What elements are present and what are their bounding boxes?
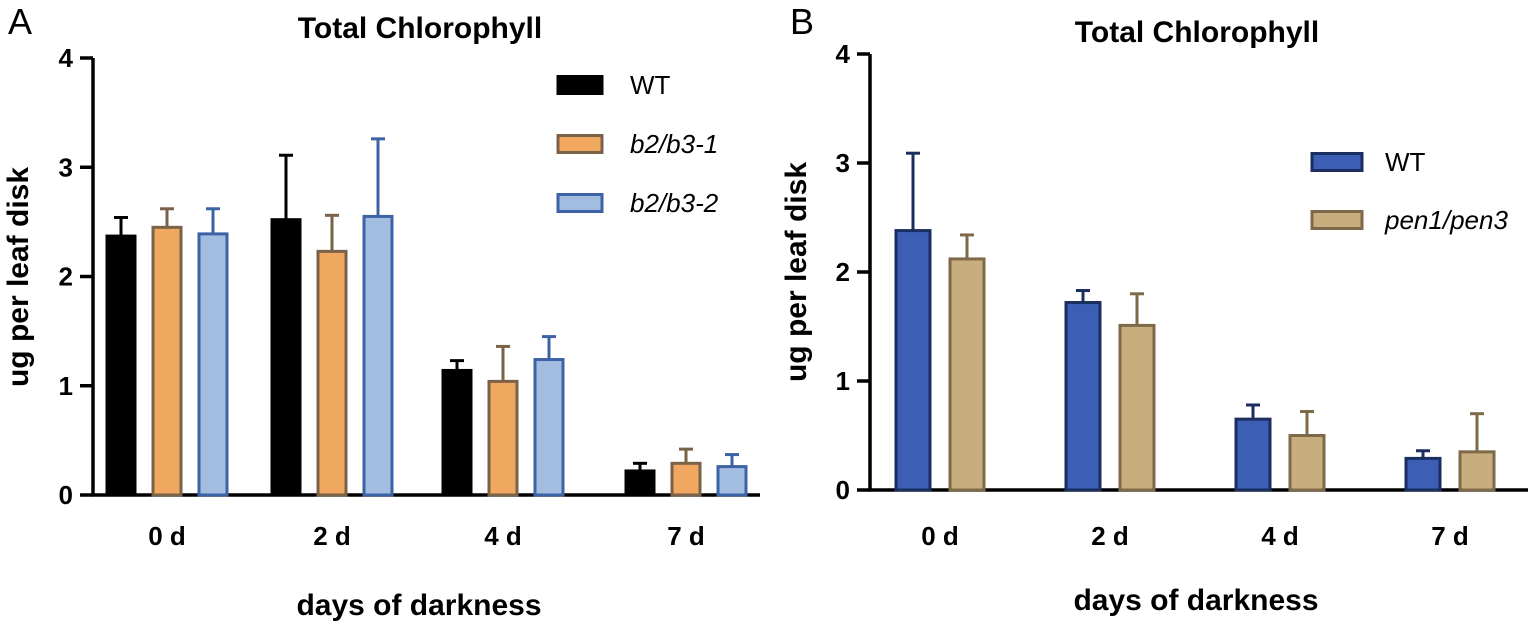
panel-a-bar — [316, 249, 348, 497]
panel-b-bar — [1458, 450, 1496, 492]
panel-b-y-tick-label: 3 — [836, 148, 850, 178]
panel-a-error-bar — [496, 344, 510, 382]
panel-b-y-tick-label: 4 — [836, 39, 851, 69]
panel-a-legend-swatch — [556, 193, 604, 213]
panel-a-error-bar — [114, 216, 128, 237]
panel-a-bar — [533, 358, 565, 497]
panel-b-error-bar — [1130, 292, 1144, 326]
panel-b: B Total Chlorophyll 0 1 2 3 4 ug per leaf disk d… — [780, 1, 1528, 617]
panel-a-letter: A — [8, 1, 32, 42]
panel-b-bar — [894, 229, 932, 492]
panel-b-error-bar — [1246, 403, 1260, 420]
panel-b-error-bar — [906, 151, 920, 231]
panel-b-legend-swatch — [1310, 152, 1364, 172]
panel-b-error-bar — [1076, 289, 1090, 303]
panel-b-y-axis-label: ug per leaf disk — [780, 162, 813, 382]
panel-a-bar — [362, 214, 394, 497]
panel-a-bar — [441, 368, 473, 497]
panel-b-y-tick-label: 1 — [836, 366, 850, 396]
panel-a-legend-swatch — [556, 75, 604, 95]
panel-b-category-label: 4 d — [1261, 521, 1299, 551]
panel-a-error-bar — [325, 213, 339, 252]
panel-a-legend-label: b2/b3-1 — [630, 129, 718, 159]
panel-b-legend: WT pen1/pen3 — [1310, 147, 1508, 235]
panel-b-bar — [1118, 323, 1156, 492]
panel-a-error-bar — [633, 461, 647, 471]
panel-a-title: Total Chlorophyll — [298, 12, 542, 45]
panel-a-category-label: 0 d — [148, 521, 186, 551]
panel-a-bar — [624, 469, 656, 497]
panel-a-bar — [270, 218, 302, 497]
panel-a-bar — [487, 379, 519, 497]
panel-a-y-tick-label: 2 — [59, 262, 73, 292]
panel-b-y-tick-label: 2 — [836, 257, 850, 287]
panel-b-category-label: 0 d — [921, 521, 959, 551]
panel-a-y-tick-label: 3 — [59, 152, 73, 182]
panel-b-letter: B — [790, 1, 814, 42]
panel-a-y-tick-label: 0 — [59, 480, 73, 510]
panel-a-legend-swatch — [556, 134, 604, 154]
panel-a-bar — [197, 232, 229, 497]
panel-a-legend-label: WT — [630, 70, 671, 100]
panel-a-error-bar — [279, 153, 293, 220]
panel-a-error-bar — [542, 335, 556, 360]
panel-b-error-bar — [1416, 449, 1430, 459]
panel-a-bar — [670, 461, 702, 497]
panel-b-x-axis-label: days of darkness — [1073, 584, 1318, 617]
panel-b-category-label: 2 d — [1091, 521, 1129, 551]
panel-a-category-label: 4 d — [484, 521, 522, 551]
panel-a-error-bar — [206, 207, 220, 234]
panel-b-legend-swatch — [1310, 210, 1364, 230]
panel-a-category-label: 2 d — [313, 521, 351, 551]
panel-a-error-bar — [371, 137, 385, 217]
panel-a-x-axis-label: days of darkness — [296, 589, 541, 622]
panel-b-error-bar — [1300, 410, 1314, 436]
panel-a-bar — [151, 225, 183, 497]
panel-a-y-tick-label: 4 — [59, 43, 74, 73]
panel-a-category-label: 7 d — [667, 521, 705, 551]
panel-a-error-bar — [679, 447, 693, 464]
panel-b-bar — [1064, 301, 1102, 492]
panel-b-legend-label: pen1/pen3 — [1384, 205, 1508, 235]
panel-b-y-tick-label: 0 — [836, 475, 850, 505]
panel-b-bar — [1288, 434, 1326, 492]
panel-a: A Total Chlorophyll 0 1 2 3 4 ug per leaf disk d… — [2, 1, 760, 622]
panel-b-legend-label: WT — [1385, 147, 1426, 177]
panel-a-bar — [105, 234, 137, 497]
panel-b-bar — [1404, 456, 1442, 492]
panel-a-legend-label: b2/b3-2 — [630, 188, 719, 218]
panel-a-error-bar — [160, 207, 174, 228]
panel-a-legend: WT b2/b3-1 b2/b3-2 — [556, 70, 719, 218]
panel-b-error-bar — [1470, 412, 1484, 452]
panel-a-y-tick-label: 1 — [59, 371, 73, 401]
panel-b-category-label: 7 d — [1431, 521, 1469, 551]
panel-a-error-bar — [450, 359, 464, 371]
panel-b-title: Total Chlorophyll — [1075, 16, 1319, 49]
panel-b-bar — [948, 257, 986, 492]
panel-b-bar — [1234, 417, 1272, 492]
panel-b-error-bar — [960, 233, 974, 259]
panel-a-error-bar — [725, 453, 739, 467]
panel-a-bar — [716, 465, 748, 497]
panel-a-y-axis-label: ug per leaf disk — [2, 167, 35, 387]
